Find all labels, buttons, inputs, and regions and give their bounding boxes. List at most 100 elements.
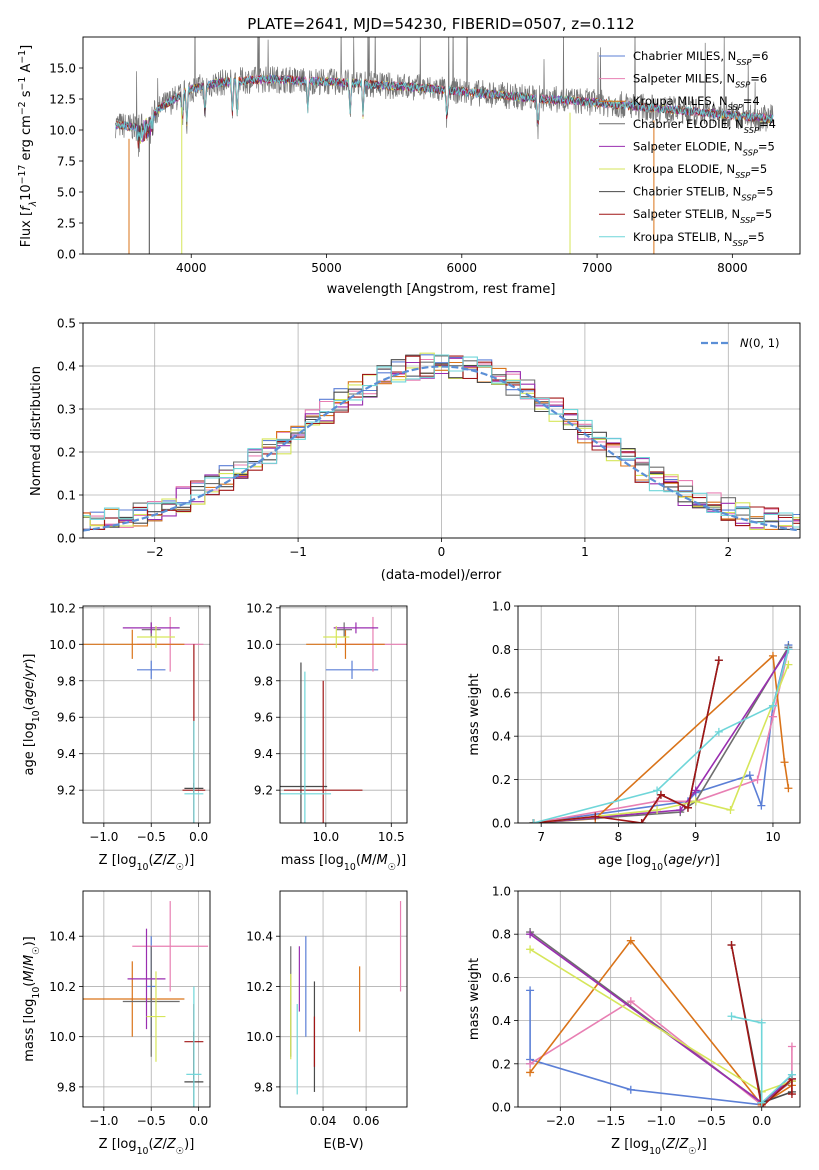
x-axis-label: (data-model)/error <box>381 568 502 583</box>
series-marker <box>626 997 635 1006</box>
figure-title: PLATE=2641, MJD=54230, FIBERID=0507, z=0… <box>247 15 634 33</box>
y-tick-label: 9.4 <box>254 747 273 761</box>
y-tick-label: 9.2 <box>254 784 273 798</box>
y-tick-label: 10.0 <box>246 638 273 652</box>
panel-mass_vs_Z: −1.0 −0.5 0.0 9.8 10.0 10.2 10.4 Z [log10(Z/Z☉)… <box>22 890 211 1157</box>
series-marker <box>653 786 662 795</box>
axes-frame <box>279 890 408 1108</box>
x-tick-label: 10 <box>765 830 780 844</box>
x-tick-label: −2 <box>146 545 164 559</box>
y-tick-label: 10.0 <box>246 1030 273 1044</box>
x-axis-label: Z [log10(Z/Z☉)] <box>611 1137 707 1157</box>
x-tick-label: 0.06 <box>353 1114 380 1128</box>
y-tick-label: 0.2 <box>492 773 511 787</box>
y-tick-label: 9.8 <box>254 1080 273 1094</box>
histogram-series <box>83 355 800 530</box>
series-marker <box>656 790 665 799</box>
legend-label: Kroupa ELODIE, NSSP=5 <box>633 162 767 180</box>
series-marker <box>714 656 723 665</box>
plot-area-weight_vs_Z <box>526 928 796 1107</box>
y-tick-label: 9.8 <box>254 674 273 688</box>
panel-spectrum: 4000 5000 6000 7000 8000 0.0 2.5 5.0 7.5 10.0 12.5… <box>17 36 801 297</box>
x-tick-label: 8 <box>615 830 623 844</box>
y-axis-label: mass weight <box>467 673 482 755</box>
series-marker <box>768 651 777 660</box>
panel-weight_vs_age: 7 8 9 10 0.0 0.2 0.4 0.6 0.8 1.0 age [log10(age/yr… <box>467 600 801 873</box>
x-tick-label: 0.04 <box>310 1114 337 1128</box>
series-marker <box>683 803 692 812</box>
y-tick-label: 9.4 <box>57 747 76 761</box>
y-tick-label: 0.4 <box>57 360 76 374</box>
y-tick-label: 1.0 <box>492 885 511 899</box>
x-tick-label: 2 <box>724 545 732 559</box>
panel-age_vs_mass: 10.0 10.5 9.2 9.4 9.6 9.8 10.0 10.2 mass [log10(… <box>246 601 408 873</box>
series-marker <box>714 727 723 736</box>
y-axis-label: Flux [fλ10−17 erg cm−2 s−1 A−1] <box>17 45 39 247</box>
legend-label: Salpeter MILES, NSSP=6 <box>633 72 767 90</box>
y-tick-label: 0.5 <box>57 317 76 331</box>
plot-area-spectrum <box>115 37 774 254</box>
series-marker <box>526 986 535 995</box>
y-tick-label: 0.4 <box>492 1014 511 1028</box>
x-tick-label: −0.5 <box>697 1114 726 1128</box>
x-axis-label: mass [log10(M/M☉)] <box>281 853 407 873</box>
y-tick-label: 0.0 <box>57 532 76 546</box>
series-marker <box>691 786 700 795</box>
y-tick-label: 0.0 <box>57 248 76 262</box>
panels: 4000 5000 6000 7000 80000.02.55.07.510.012.5… <box>17 36 801 1157</box>
y-tick-label: 5.0 <box>57 186 76 200</box>
axes-frame <box>517 605 801 824</box>
series-marker <box>691 797 700 806</box>
series-marker <box>626 1085 635 1094</box>
y-tick-label: 9.6 <box>254 711 273 725</box>
x-tick-label: 0.0 <box>189 830 208 844</box>
x-tick-label: 10.0 <box>312 830 339 844</box>
axes-frame <box>82 890 211 1108</box>
legend-label: Kroupa STELIB, NSSP=5 <box>633 230 765 248</box>
axes-frame <box>82 605 211 824</box>
x-axis-label: Z [log10(Z/Z☉)] <box>99 853 195 873</box>
y-tick-label: 1.0 <box>492 600 511 614</box>
y-tick-label: 10.2 <box>49 601 76 615</box>
y-tick-label: 10.4 <box>246 930 273 944</box>
gaussian-curve <box>83 365 800 532</box>
y-tick-label: 0.0 <box>492 1101 511 1115</box>
y-tick-label: 9.2 <box>57 784 76 798</box>
y-axis-label: Normed distribution <box>29 366 44 496</box>
legend-label: Chabrier ELODIE, NSSP=4 <box>633 117 776 135</box>
y-tick-label: 15.0 <box>49 62 76 76</box>
series-marker <box>526 930 535 939</box>
axes-frame <box>517 890 801 1108</box>
x-tick-label: 7000 <box>582 261 613 275</box>
series-marker <box>637 819 646 823</box>
series-marker <box>526 1068 535 1077</box>
x-tick-label: 6000 <box>447 261 478 275</box>
legend-label: Salpeter STELIB, NSSP=5 <box>633 207 772 225</box>
x-tick-label: 4000 <box>176 261 207 275</box>
x-axis-label: E(B-V) <box>323 1137 363 1152</box>
y-tick-label: 2.5 <box>57 217 76 231</box>
series-line <box>533 664 790 823</box>
x-axis-label: wavelength [Angstrom, rest frame] <box>327 282 556 297</box>
series-marker <box>787 1070 796 1079</box>
y-tick-label: 0.2 <box>492 1057 511 1071</box>
y-tick-label: 0.1 <box>57 489 76 503</box>
x-tick-label: −2.0 <box>546 1114 575 1128</box>
x-tick-label: 0 <box>438 545 446 559</box>
x-tick-label: 9 <box>692 830 700 844</box>
x-axis-label: age [log10(age/yr)] <box>598 853 720 873</box>
x-tick-label: 7 <box>537 830 545 844</box>
y-tick-label: 10.0 <box>49 1030 76 1044</box>
series-marker <box>757 801 766 810</box>
series-marker <box>726 805 735 814</box>
plot-area-age_vs_Z <box>83 616 206 823</box>
spectrum-line <box>115 74 773 143</box>
y-tick-label: 9.8 <box>57 674 76 688</box>
series-marker <box>526 1059 535 1068</box>
y-tick-label: 0.8 <box>492 643 511 657</box>
y-tick-label: 0.8 <box>492 928 511 942</box>
x-tick-label: −0.5 <box>137 1114 166 1128</box>
y-tick-label: 10.0 <box>49 124 76 138</box>
plot-area-residual_hist <box>83 352 800 532</box>
x-tick-label: 0.0 <box>189 1114 208 1128</box>
